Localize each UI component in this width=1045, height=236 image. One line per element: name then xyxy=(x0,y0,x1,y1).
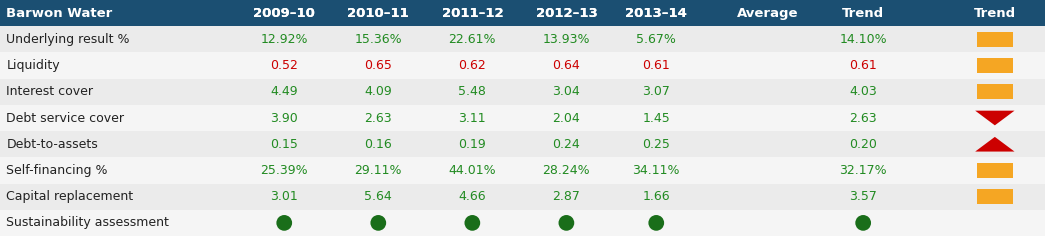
Text: 0.61: 0.61 xyxy=(850,59,877,72)
Text: Trend: Trend xyxy=(842,7,884,20)
Text: 32.17%: 32.17% xyxy=(839,164,887,177)
Ellipse shape xyxy=(558,215,575,231)
Text: 0.15: 0.15 xyxy=(271,138,298,151)
Text: 2.63: 2.63 xyxy=(850,111,877,125)
Ellipse shape xyxy=(648,215,665,231)
FancyBboxPatch shape xyxy=(0,131,1045,157)
Text: 3.11: 3.11 xyxy=(459,111,486,125)
FancyBboxPatch shape xyxy=(0,184,1045,210)
Text: 0.16: 0.16 xyxy=(365,138,392,151)
Polygon shape xyxy=(975,137,1015,152)
FancyBboxPatch shape xyxy=(0,105,1045,131)
Text: 15.36%: 15.36% xyxy=(354,33,402,46)
Ellipse shape xyxy=(855,215,872,231)
Text: Capital replacement: Capital replacement xyxy=(6,190,134,203)
Bar xyxy=(977,58,1013,73)
Text: 34.11%: 34.11% xyxy=(632,164,680,177)
Text: 44.01%: 44.01% xyxy=(448,164,496,177)
Text: 4.66: 4.66 xyxy=(459,190,486,203)
Text: Barwon Water: Barwon Water xyxy=(6,7,113,20)
Ellipse shape xyxy=(276,215,293,231)
Text: 28.24%: 28.24% xyxy=(542,164,590,177)
Text: 3.07: 3.07 xyxy=(643,85,670,98)
FancyBboxPatch shape xyxy=(0,26,1045,52)
Bar xyxy=(977,189,1013,204)
Text: 0.20: 0.20 xyxy=(850,138,877,151)
Text: 25.39%: 25.39% xyxy=(260,164,308,177)
FancyBboxPatch shape xyxy=(0,0,1045,26)
Text: 0.52: 0.52 xyxy=(271,59,298,72)
Text: Self-financing %: Self-financing % xyxy=(6,164,108,177)
Text: 0.19: 0.19 xyxy=(459,138,486,151)
Text: 2010–11: 2010–11 xyxy=(347,7,410,20)
Text: 2009–10: 2009–10 xyxy=(253,7,316,20)
FancyBboxPatch shape xyxy=(0,52,1045,79)
Text: 4.49: 4.49 xyxy=(271,85,298,98)
Text: 5.67%: 5.67% xyxy=(636,33,676,46)
Text: 0.24: 0.24 xyxy=(553,138,580,151)
Polygon shape xyxy=(975,111,1015,125)
Text: 3.57: 3.57 xyxy=(850,190,877,203)
Text: 2011–12: 2011–12 xyxy=(442,7,503,20)
Text: 2012–13: 2012–13 xyxy=(535,7,598,20)
Text: Debt service cover: Debt service cover xyxy=(6,111,124,125)
Text: 2010–11: 2010–11 xyxy=(347,7,410,20)
Text: 2.04: 2.04 xyxy=(553,111,580,125)
FancyBboxPatch shape xyxy=(0,157,1045,184)
Text: 2012–13: 2012–13 xyxy=(535,7,598,20)
Ellipse shape xyxy=(370,215,387,231)
Text: 2013–14: 2013–14 xyxy=(625,7,688,20)
Text: 5.64: 5.64 xyxy=(365,190,392,203)
Text: 2009–10: 2009–10 xyxy=(253,7,316,20)
Text: Liquidity: Liquidity xyxy=(6,59,60,72)
Text: 14.10%: 14.10% xyxy=(839,33,887,46)
Text: 4.09: 4.09 xyxy=(365,85,392,98)
Text: 5.48: 5.48 xyxy=(459,85,486,98)
Text: 0.61: 0.61 xyxy=(643,59,670,72)
Text: Sustainability assessment: Sustainability assessment xyxy=(6,216,169,229)
Text: 1.45: 1.45 xyxy=(643,111,670,125)
Text: Average: Average xyxy=(738,7,798,20)
Text: 0.65: 0.65 xyxy=(365,59,392,72)
Text: 12.92%: 12.92% xyxy=(260,33,308,46)
Text: 22.61%: 22.61% xyxy=(448,33,496,46)
Text: 2013–14: 2013–14 xyxy=(625,7,688,20)
Text: 0.64: 0.64 xyxy=(553,59,580,72)
Text: 2.63: 2.63 xyxy=(365,111,392,125)
Ellipse shape xyxy=(464,215,481,231)
Text: 13.93%: 13.93% xyxy=(542,33,590,46)
Text: Debt-to-assets: Debt-to-assets xyxy=(6,138,98,151)
Text: 3.04: 3.04 xyxy=(553,85,580,98)
Text: Interest cover: Interest cover xyxy=(6,85,93,98)
Text: 29.11%: 29.11% xyxy=(354,164,402,177)
Text: 0.62: 0.62 xyxy=(459,59,486,72)
FancyBboxPatch shape xyxy=(0,210,1045,236)
Bar xyxy=(977,32,1013,47)
Text: 3.01: 3.01 xyxy=(271,190,298,203)
Text: 2011–12: 2011–12 xyxy=(442,7,503,20)
Text: 3.90: 3.90 xyxy=(271,111,298,125)
Bar xyxy=(977,163,1013,178)
Text: Trend: Trend xyxy=(974,7,1016,20)
Bar xyxy=(977,84,1013,99)
Text: 1.66: 1.66 xyxy=(643,190,670,203)
Text: Underlying result %: Underlying result % xyxy=(6,33,130,46)
Text: 4.03: 4.03 xyxy=(850,85,877,98)
Text: 2.87: 2.87 xyxy=(553,190,580,203)
Text: 0.25: 0.25 xyxy=(643,138,670,151)
FancyBboxPatch shape xyxy=(0,79,1045,105)
